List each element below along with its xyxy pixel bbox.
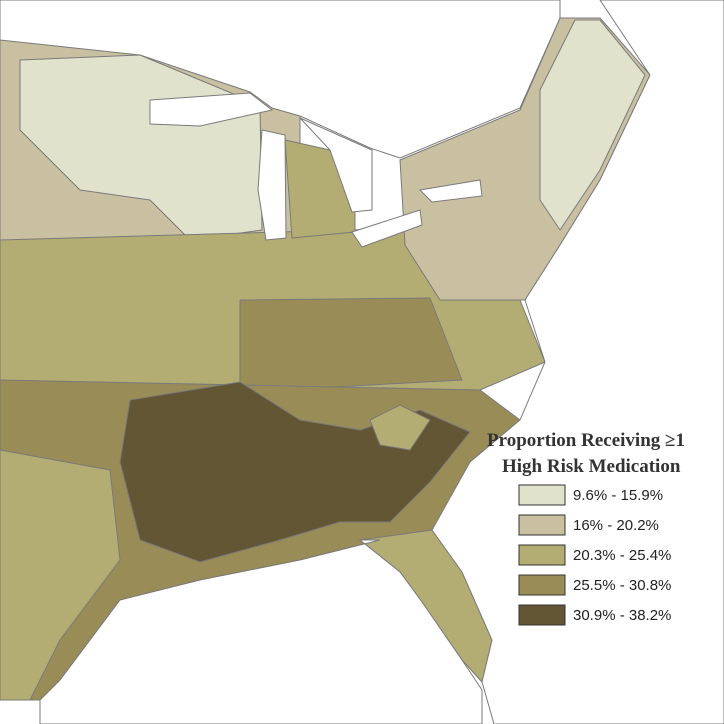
lake-superior [149,92,274,127]
legend: Proportion Receiving ≥1 High Risk Medica… [487,430,685,626]
lake-huron [299,117,373,213]
legend-swatch [518,574,566,596]
region [539,19,646,231]
legend-title: High Risk Medication [502,456,681,477]
legend-label: 20.3% - 25.4% [573,547,671,564]
region [239,297,463,393]
atlantic [431,0,724,724]
legend-swatch [518,514,566,536]
lake-ontario [418,179,483,203]
legend-label: 9.6% - 15.9% [573,487,663,504]
lake-michigan [257,129,287,241]
legend-title: Proportion Receiving ≥1 [487,430,685,451]
map-regions [0,17,651,701]
legend-swatch [518,484,566,506]
region [0,449,121,701]
legend-label: 30.9% - 38.2% [573,607,671,624]
legend-swatch [518,544,566,566]
gulf [39,539,483,724]
region [369,404,431,451]
canada [0,0,561,159]
legend-label: 25.5% - 30.8% [573,577,671,594]
legend-swatch [518,604,566,626]
legend-label: 16% - 20.2% [573,517,659,534]
lake-erie [351,209,423,248]
